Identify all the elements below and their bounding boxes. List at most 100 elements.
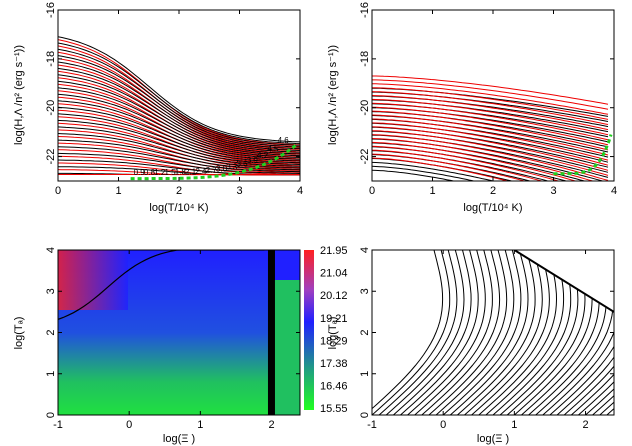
- series-contour-line: [457, 250, 536, 415]
- series-black-line: [372, 169, 457, 181]
- x-axis-label-top-right: log(T/10⁴ K): [463, 202, 522, 214]
- series-red-line: [372, 145, 561, 181]
- heatmap-hot-region: [58, 250, 128, 310]
- series-black-line: [58, 80, 300, 155]
- x-axis-label-top-left: log(T/10⁴ K): [149, 202, 208, 214]
- series-red-line: [372, 91, 609, 125]
- series-red-line: [372, 153, 527, 181]
- y-tick-label: 3: [45, 288, 57, 294]
- series-contour-line: [449, 250, 529, 415]
- curves: [372, 250, 632, 415]
- series-black-line: [58, 74, 300, 153]
- x-tick-label: 0: [126, 419, 132, 431]
- colorbar-label: 21.95: [320, 245, 348, 257]
- x-axis-label-bottom-left: log(Ξ ): [163, 433, 195, 445]
- x-tick-label: -1: [367, 419, 377, 431]
- series-red-line: [372, 87, 609, 120]
- y-tick-label: 0: [359, 412, 371, 418]
- colorbar-label: 15.55: [320, 403, 348, 415]
- annotation-label: 4.2: [257, 151, 269, 160]
- series-black-line: [58, 146, 300, 173]
- annotation-label: 1.2: [154, 168, 166, 177]
- series-black-line: [58, 133, 300, 169]
- x-tick-label: 4: [611, 185, 617, 197]
- annotation-label: 4.6: [278, 136, 290, 145]
- series-contour-line: [372, 250, 451, 415]
- series-black-line: [58, 55, 300, 148]
- series-contour-line: [613, 414, 614, 415]
- series-contour-line: [435, 250, 515, 415]
- series-contour-line: [428, 250, 508, 415]
- series-red-line: [372, 98, 609, 136]
- series-contour-line: [578, 381, 614, 415]
- series-red-line: [372, 83, 609, 115]
- y-tick-label: 1: [359, 371, 371, 377]
- y-tick-label: -16: [45, 2, 57, 18]
- series-red-line: [372, 149, 544, 181]
- series-black-line: [58, 87, 300, 157]
- series-contour-line: [414, 250, 493, 415]
- x-tick-label: -1: [53, 419, 63, 431]
- y-axis-label-top-left: log(H,Λ /n² (erg s⁻¹)): [13, 45, 25, 145]
- y-tick-label: 0: [45, 412, 57, 418]
- curves: [58, 36, 300, 181]
- colorbar-label: 19.21: [320, 313, 348, 325]
- panel-top-right: 0 1 2 3 4 -16 -18 -20 -22: [359, 2, 617, 197]
- series-red-line: [58, 142, 300, 174]
- series-contour-line: [385, 250, 465, 415]
- series-red-line: [58, 136, 300, 172]
- panel-top-left: 0.9 0.8 1.2 1.5 1.8 2.1 2.4 2.7 3.0 3.3 3.6 3.94.24…: [45, 2, 303, 197]
- series-contour-line: [628, 250, 632, 415]
- series-red-line: [372, 134, 609, 181]
- series-contour-line: [621, 250, 632, 415]
- series-contour-line: [570, 373, 614, 415]
- series-black-line: [58, 48, 300, 146]
- y-tick-label: 2: [45, 329, 57, 335]
- series-contour-line: [393, 250, 472, 415]
- x-tick-label: 2: [268, 419, 274, 431]
- series-red-line: [58, 149, 300, 176]
- series-red-line: [372, 79, 609, 110]
- series-red-line: [372, 110, 609, 151]
- x-tick-label: 0: [55, 185, 61, 197]
- series-red-line: [372, 157, 510, 181]
- plot-frame: [371, 249, 615, 416]
- series-red-line: [372, 106, 609, 146]
- boundary-line: [513, 250, 614, 313]
- series-red-line: [372, 114, 609, 156]
- series-contour-line: [542, 250, 614, 415]
- heatmap: [58, 250, 300, 415]
- series-black-line: [58, 93, 300, 158]
- heatmap-right-top: [271, 250, 300, 280]
- series-contour-line: [556, 356, 614, 415]
- x-tick-label: 1: [115, 185, 121, 197]
- annotation-label: 1.5: [164, 168, 176, 177]
- annotation-label: 0.8: [144, 168, 156, 177]
- series-black-line: [58, 113, 300, 164]
- annotation-label: 3.0: [216, 165, 228, 174]
- x-tick-label: 3: [550, 185, 556, 197]
- annotation-label: 2.1: [185, 167, 197, 176]
- heatmap-band: [267, 250, 275, 415]
- series-contour-line: [563, 365, 614, 415]
- series-black-line: [58, 36, 300, 143]
- series-black-line: [58, 152, 300, 174]
- series-green-line: [130, 143, 298, 181]
- colorbar-label: 16.46: [320, 381, 348, 393]
- series-black-line: [58, 139, 300, 171]
- annotation-label: 3.3: [226, 162, 238, 171]
- series-contour-line: [485, 250, 565, 415]
- plot-frame: [57, 249, 301, 416]
- series-black-line: [58, 119, 300, 165]
- series-black-line: [58, 42, 300, 145]
- colorbar-label: 18.29: [320, 335, 348, 347]
- series-green-line: [553, 134, 613, 176]
- series-contour-line: [549, 345, 614, 415]
- series-red-line: [372, 122, 609, 166]
- y-axis-label-top-right: log(H,Λ /n² (erg s⁻¹)): [327, 45, 339, 145]
- series-contour-line: [407, 250, 486, 415]
- y-tick-label: 4: [45, 247, 57, 253]
- y-tick-label: 2: [359, 329, 371, 335]
- y-tick-label: -22: [359, 149, 371, 165]
